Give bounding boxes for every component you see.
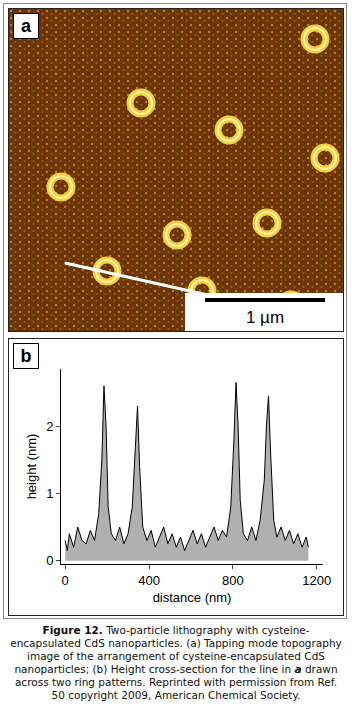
- svg-text:1 µm: 1 µm: [246, 308, 284, 327]
- svg-text:1200: 1200: [302, 573, 331, 588]
- svg-text:height (nm): height (nm): [24, 434, 39, 500]
- svg-text:800: 800: [222, 573, 244, 588]
- svg-text:distance (nm): distance (nm): [153, 590, 232, 605]
- svg-text:400: 400: [138, 573, 160, 588]
- html-text:b: b: [20, 346, 32, 366]
- svg-text:0: 0: [62, 573, 69, 588]
- html-text:a: a: [21, 16, 31, 36]
- svg-text:1: 1: [46, 486, 53, 501]
- svg-text:0: 0: [46, 553, 53, 568]
- html-text:Figure 12. Two-particle lithog: Figure 12. Two-particle lithography with…: [10, 624, 342, 701]
- svg-text:2: 2: [46, 419, 53, 434]
